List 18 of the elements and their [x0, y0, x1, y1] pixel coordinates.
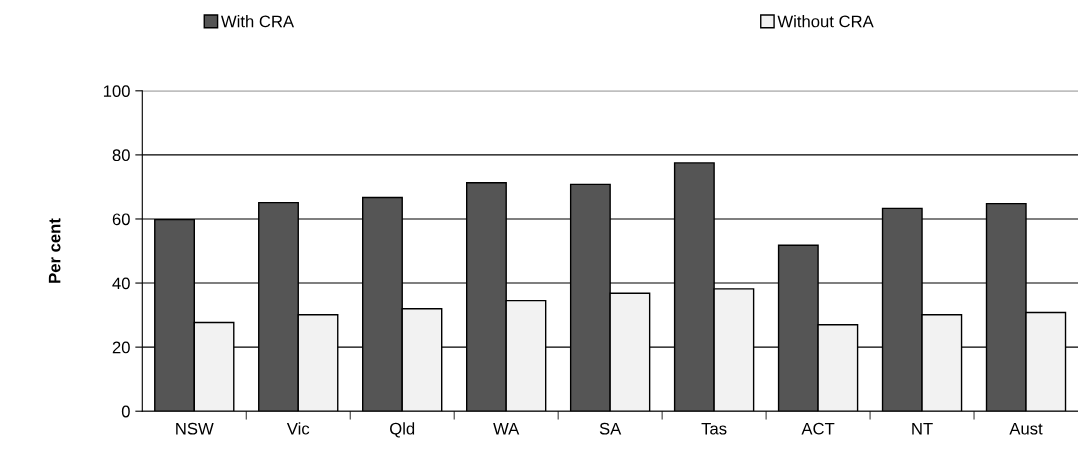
x-tick-label: NT — [912, 422, 933, 435]
y-tick-label: 60 — [112, 213, 130, 226]
y-tick-label: 40 — [112, 277, 130, 290]
y-tick-label: 0 — [121, 405, 130, 418]
y-tick-label: 20 — [112, 341, 130, 354]
y-tick-label: 80 — [112, 149, 130, 162]
legend-label: With CRA — [221, 15, 295, 28]
x-tick-label: SA — [599, 422, 622, 435]
legend-label: Without CRA — [777, 15, 874, 28]
x-tick-label: Qld — [390, 422, 415, 438]
x-tick-label: Tas — [701, 422, 727, 435]
y-tick-label: 100 — [103, 85, 130, 98]
y-axis-title: Per cent — [48, 218, 61, 283]
x-tick-label: NSW — [176, 422, 214, 435]
x-tick-label: ACT — [801, 422, 835, 435]
x-tick-label: Aust — [1009, 422, 1043, 435]
x-tick-label: Vic — [286, 422, 310, 435]
x-tick-label: WA — [493, 422, 520, 435]
